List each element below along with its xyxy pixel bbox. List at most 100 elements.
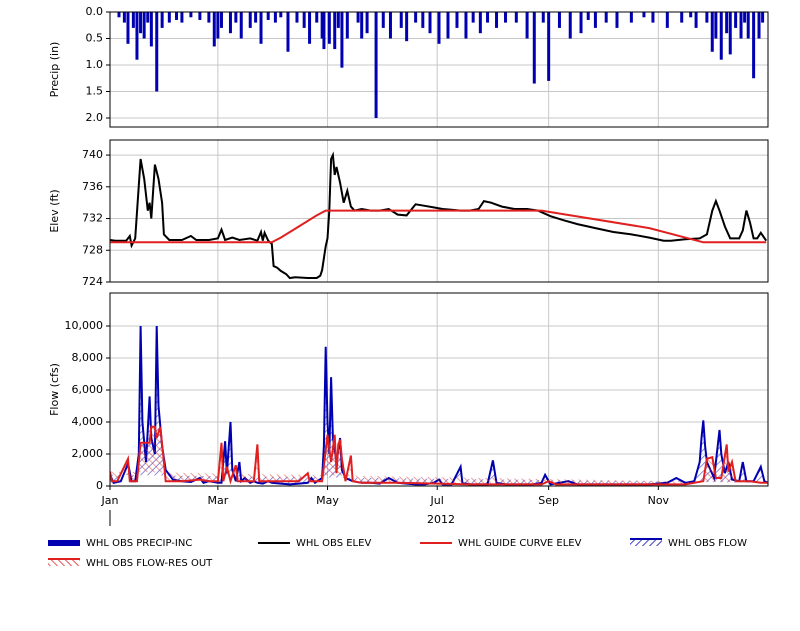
precip-bar [308, 12, 312, 44]
precip-bar [345, 12, 349, 39]
x-tick-label: Jul [430, 494, 444, 507]
y-tick-label: 8,000 [72, 351, 104, 364]
precip-bar [122, 12, 126, 23]
precip-bar [446, 12, 450, 39]
precip-bar [207, 12, 211, 23]
precip-bar [680, 12, 684, 23]
precip-bar [248, 12, 252, 28]
precip-bar [739, 12, 743, 39]
precip-bar [175, 12, 179, 20]
precip-bar [254, 12, 258, 23]
precip-bar [541, 12, 545, 23]
y-tick-label: 732 [82, 212, 103, 225]
precip-bar [586, 12, 590, 20]
precip-bar [705, 12, 709, 23]
precip-bar [155, 12, 159, 92]
y-tick-label: 2,000 [72, 447, 104, 460]
y-tick-label: 4,000 [72, 415, 104, 428]
x-tick-label: Sep [538, 494, 559, 507]
precip-bar [212, 12, 216, 47]
legend-label: WHL GUIDE CURVE ELEV [458, 538, 582, 549]
precip-bar [180, 12, 184, 23]
precip-bar [273, 12, 277, 23]
precip-bar [719, 12, 723, 60]
precip-bar [579, 12, 583, 34]
precip-bar [615, 12, 619, 28]
precip-bar [126, 12, 130, 44]
legend-swatch [48, 559, 80, 566]
precip-bar [547, 12, 551, 81]
y-axis-label: Elev (ft) [48, 189, 61, 232]
precip-bar [710, 12, 714, 52]
precip-bar [421, 12, 425, 28]
precip-bar [336, 12, 340, 28]
series-line [110, 425, 768, 486]
plot-frame [109, 292, 769, 487]
precip-bar [604, 12, 608, 23]
precip-bar [593, 12, 597, 28]
precip-bar [486, 12, 490, 23]
precip-bar [333, 12, 337, 50]
y-tick-label: 2.0 [86, 111, 104, 124]
precip-bar [437, 12, 441, 44]
legend-label: WHL OBS FLOW [668, 538, 747, 549]
precip-bar [239, 12, 243, 39]
precip-bar [302, 12, 306, 28]
precip-bar [714, 12, 718, 39]
precip-bar [142, 12, 146, 39]
precip-bar [694, 12, 698, 28]
precip-bar [160, 12, 164, 28]
series-line [110, 151, 768, 280]
precip-bar [455, 12, 459, 28]
y-tick-label: 1.0 [86, 58, 104, 71]
precip-bar [146, 12, 150, 23]
y-tick-label: 0 [96, 479, 103, 492]
precip-bar [219, 12, 223, 28]
precip-bar [761, 12, 765, 23]
precip-bar [117, 12, 121, 18]
precip-bar [167, 12, 171, 23]
precip-bar [464, 12, 468, 39]
x-tick-label: Nov [648, 494, 670, 507]
y-tick-label: 724 [82, 275, 103, 288]
legend-label: WHL OBS FLOW-RES OUT [86, 558, 213, 569]
precip-bar [743, 12, 747, 23]
precip-bar [665, 12, 669, 28]
precip-bar [532, 12, 536, 84]
precip-bar [757, 12, 761, 39]
precip-bar [381, 12, 385, 28]
y-tick-label: 1.5 [86, 84, 104, 97]
precip-bar [234, 12, 238, 23]
precip-bar [629, 12, 633, 23]
precip-bar [405, 12, 409, 42]
precip-bar [525, 12, 529, 39]
y-tick-label: 0.5 [86, 31, 104, 44]
series-line [110, 209, 767, 244]
precip-bar [734, 12, 738, 28]
y-axis-label: Flow (cfs) [48, 363, 61, 416]
precip-bar [514, 12, 518, 23]
plot [110, 325, 768, 486]
precip-bar [266, 12, 270, 20]
precip-bar [279, 12, 283, 18]
precip-bar [198, 12, 202, 20]
y-tick-label: 740 [82, 148, 103, 161]
precip-bar [259, 12, 263, 44]
precip-bar [135, 12, 139, 60]
legend-label: WHL OBS PRECIP-INC [86, 538, 192, 549]
plot-frame [109, 139, 769, 283]
legend-swatch [630, 539, 662, 546]
precip-bar [340, 12, 344, 68]
precip-bar [414, 12, 418, 23]
precip-bar [320, 12, 324, 39]
plot [117, 12, 765, 118]
precip-bar [399, 12, 403, 28]
precip-bar [228, 12, 232, 34]
precip-bar [286, 12, 290, 52]
precip-bar [471, 12, 475, 23]
precip-bar [642, 12, 646, 18]
precip-bar [216, 12, 220, 39]
precip-bar [689, 12, 693, 18]
precip-bar [139, 12, 143, 34]
precip-bar [131, 12, 135, 28]
